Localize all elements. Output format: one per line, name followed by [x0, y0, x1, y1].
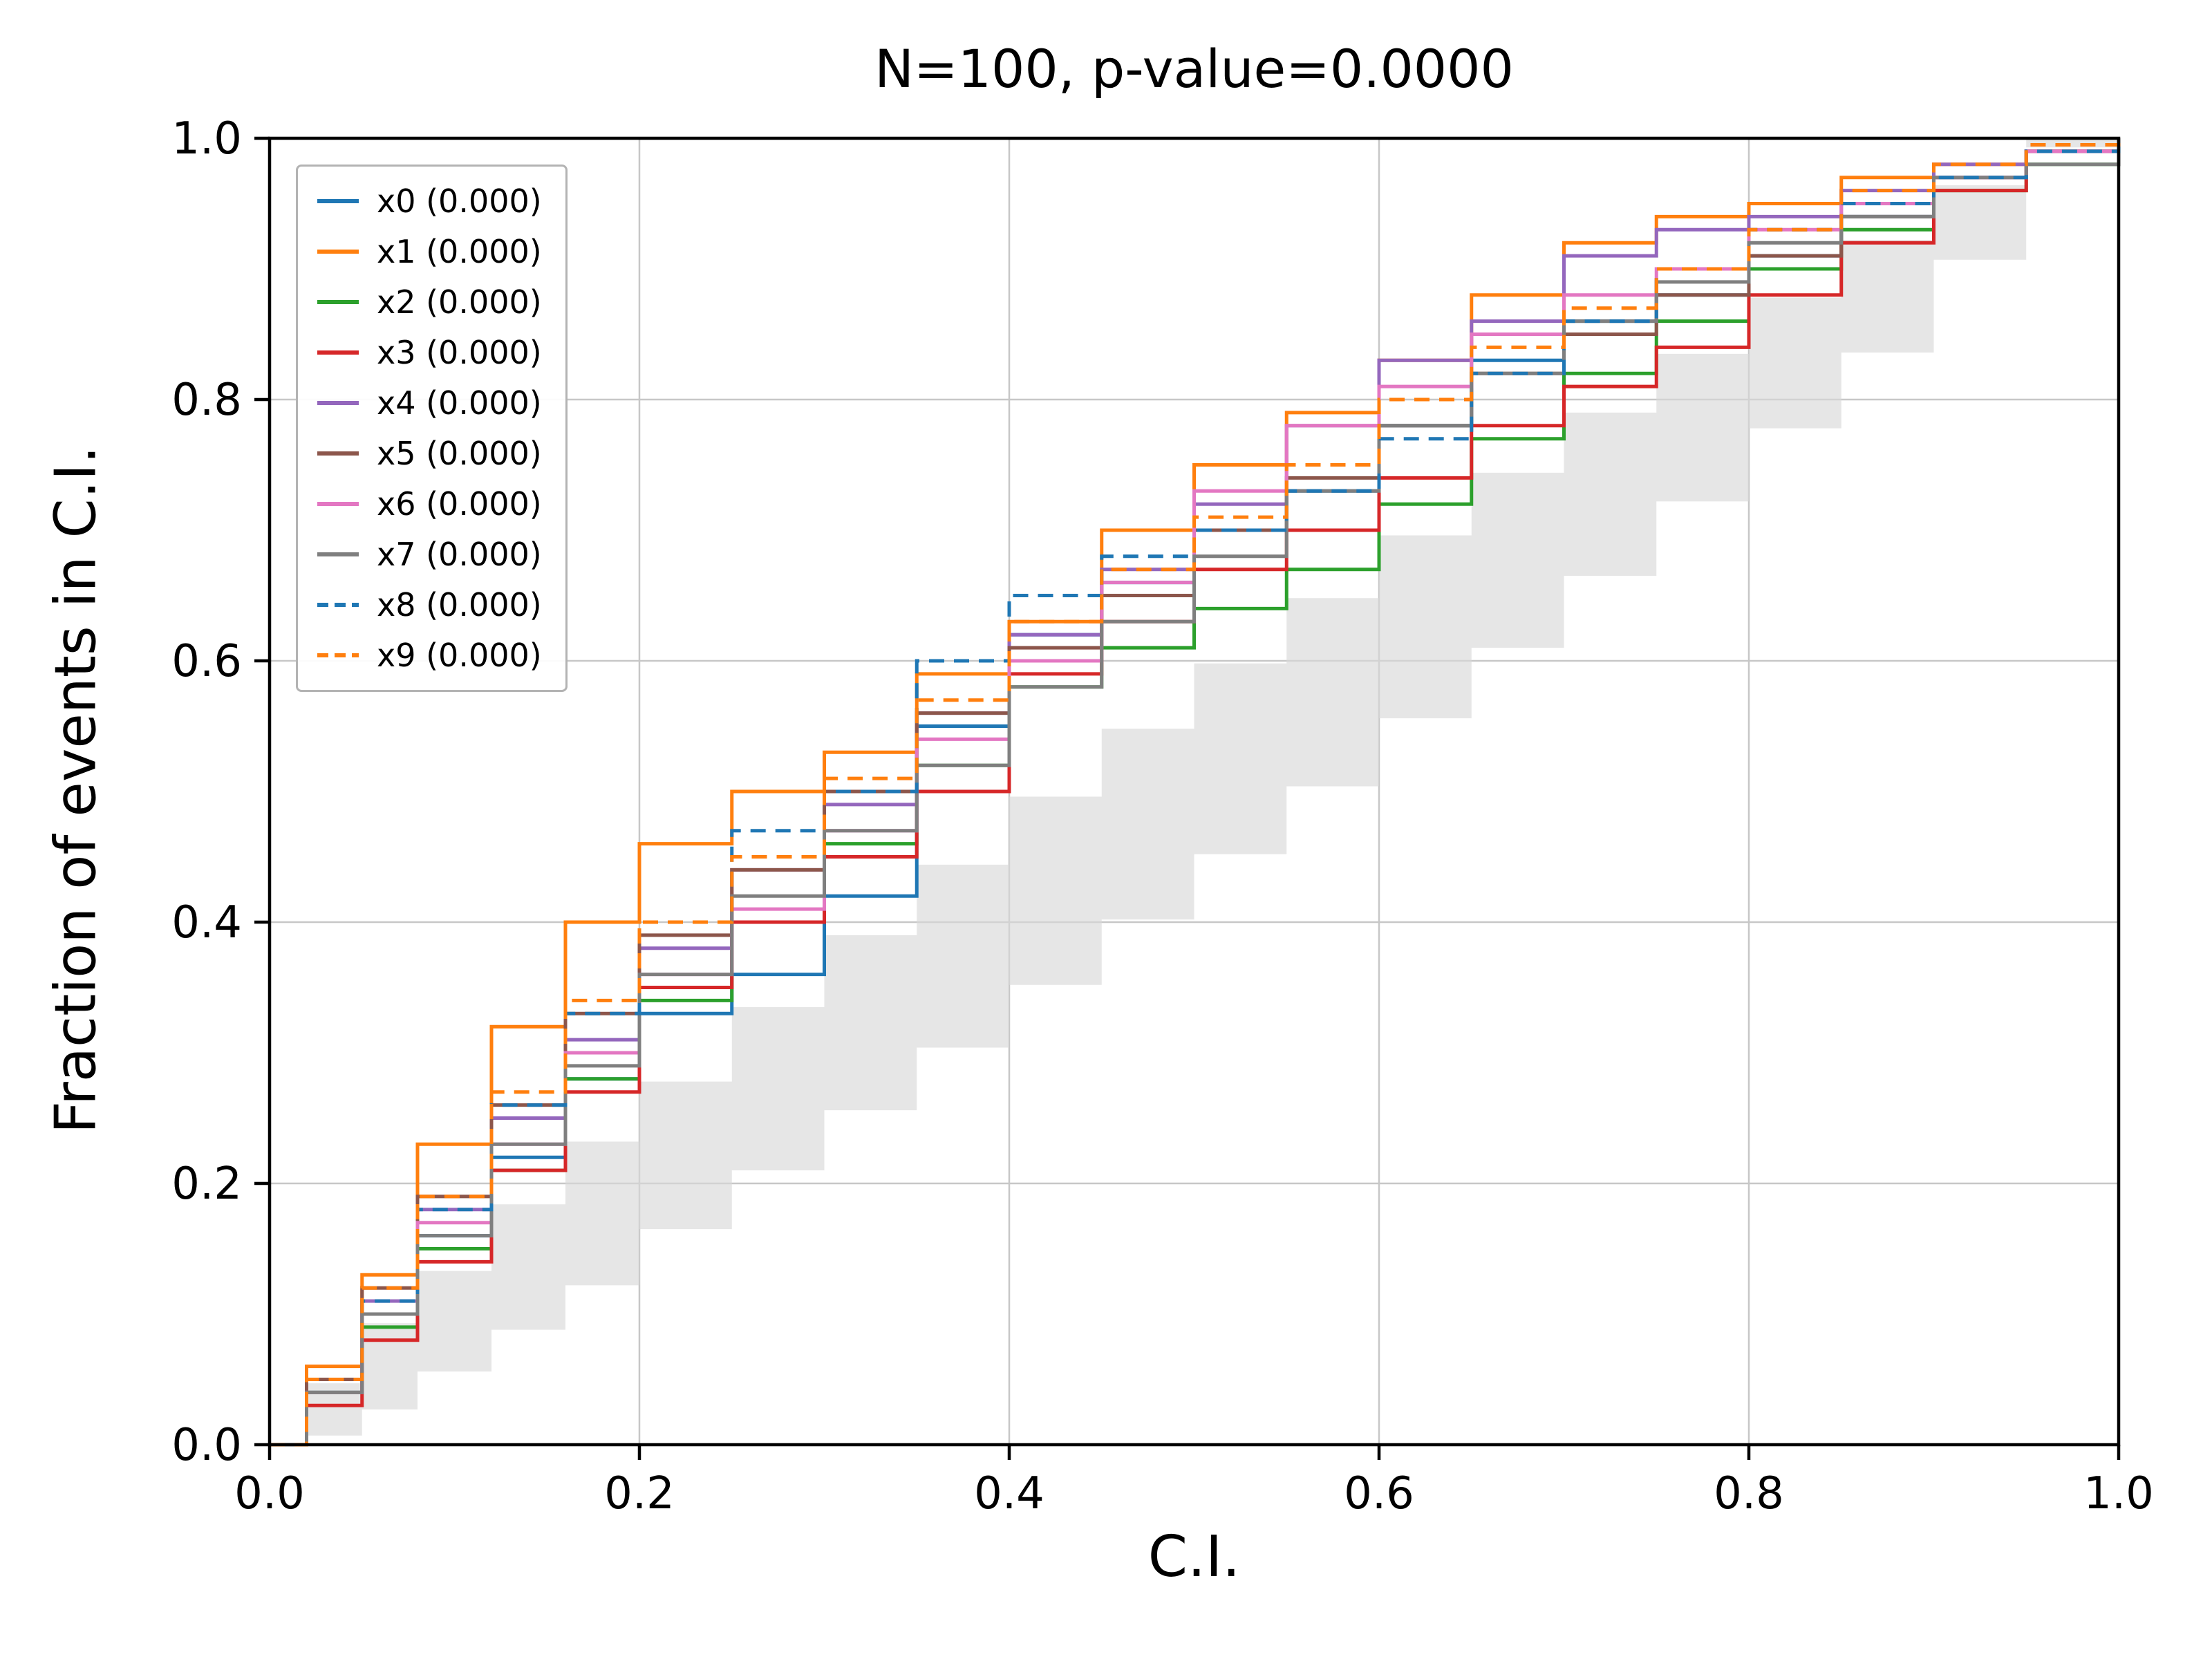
legend-label-x9: x9 (0.000) — [377, 637, 542, 674]
y-tick-label: 0.4 — [171, 897, 242, 948]
y-tick-label: 1.0 — [171, 113, 242, 165]
legend-item-x8: x8 (0.000) — [316, 584, 542, 626]
legend-label-x5: x5 (0.000) — [377, 435, 542, 472]
legend-handle-x2 — [317, 300, 359, 304]
legend-label-x0: x0 (0.000) — [377, 182, 542, 220]
x-tick-label: 1.0 — [2083, 1468, 2154, 1519]
legend-label-x2: x2 (0.000) — [377, 283, 542, 321]
legend-label-x7: x7 (0.000) — [377, 536, 542, 573]
legend-item-x3: x3 (0.000) — [316, 332, 542, 373]
x-axis-label: C.I. — [1147, 1524, 1241, 1590]
legend-handle-x6 — [317, 502, 359, 506]
x-tick-label: 0.0 — [234, 1468, 305, 1519]
legend-handle-x5 — [317, 451, 359, 456]
y-axis-label: Fraction of events in C.I. — [43, 445, 109, 1134]
legend-handle-x3 — [317, 350, 359, 355]
legend-label-x4: x4 (0.000) — [377, 384, 542, 422]
legend-handle-x1 — [317, 250, 359, 254]
y-tick-label: 0.0 — [171, 1420, 242, 1471]
legend-item-x6: x6 (0.000) — [316, 483, 542, 525]
x-tick-label: 0.8 — [1714, 1468, 1784, 1519]
legend-handle-x4 — [317, 401, 359, 405]
confidence-band — [270, 138, 2119, 1445]
legend-item-x1: x1 (0.000) — [316, 231, 542, 272]
y-tick-label: 0.8 — [171, 375, 242, 426]
legend-item-x7: x7 (0.000) — [316, 534, 542, 575]
series-line-x8 — [270, 138, 2121, 1447]
legend-handle-x7 — [317, 552, 359, 556]
chart-title: N=100, p-value=0.0000 — [874, 38, 1514, 100]
y-tick-label: 0.6 — [171, 636, 242, 687]
legend-handle-x8 — [317, 603, 359, 607]
legend: x0 (0.000) x1 (0.000) x2 (0.000) x3 (0.000)… — [296, 165, 568, 692]
legend-handle-x9 — [317, 653, 359, 657]
legend-item-x4: x4 (0.000) — [316, 382, 542, 424]
x-tick-label: 0.4 — [974, 1468, 1044, 1519]
legend-label-x6: x6 (0.000) — [377, 485, 542, 523]
series-line-x9 — [270, 138, 2121, 1447]
y-tick-label: 0.2 — [171, 1159, 242, 1210]
x-tick-label: 0.6 — [1344, 1468, 1414, 1519]
legend-label-x1: x1 (0.000) — [377, 233, 542, 270]
legend-label-x3: x3 (0.000) — [377, 334, 542, 371]
legend-item-x5: x5 (0.000) — [316, 433, 542, 474]
plot-frame — [268, 136, 2121, 1447]
x-tick-label: 0.2 — [604, 1468, 675, 1519]
legend-item-x9: x9 (0.000) — [316, 635, 542, 676]
legend-handle-x0 — [317, 199, 359, 203]
legend-item-x0: x0 (0.000) — [316, 180, 542, 222]
legend-item-x2: x2 (0.000) — [316, 281, 542, 323]
legend-label-x8: x8 (0.000) — [377, 586, 542, 624]
